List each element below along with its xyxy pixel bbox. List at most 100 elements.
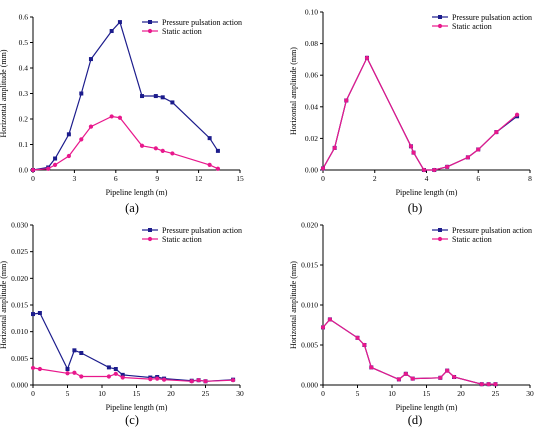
data-point-static <box>120 375 125 380</box>
data-point-static <box>494 129 499 135</box>
data-point-static <box>364 55 370 60</box>
panel-label: (c) <box>125 413 139 427</box>
data-point-pressure <box>79 351 84 355</box>
legend-label-pressure: Pressure pulsation action <box>452 13 532 22</box>
x-tick-label: 6 <box>476 174 480 183</box>
data-point-static <box>479 382 484 387</box>
y-axis-label: Horizontal amplitude (mm) <box>289 47 298 135</box>
x-axis-label: Pipeline length (m) <box>106 188 168 197</box>
data-point-pressure <box>66 132 71 137</box>
panel-label: (b) <box>408 201 423 215</box>
y-tick-label: 0.00 <box>305 166 318 175</box>
data-point-pressure <box>37 311 42 315</box>
data-point-static <box>408 144 414 149</box>
y-tick-label: 0.025 <box>11 247 28 256</box>
data-point-static <box>476 147 481 152</box>
series-line-static <box>32 115 219 171</box>
data-point-static <box>66 153 71 159</box>
legend-label-pressure: Pressure pulsation action <box>162 18 242 27</box>
x-tick-label: 15 <box>423 389 431 398</box>
data-point-static <box>452 374 457 380</box>
x-tick-label: 20 <box>167 389 175 398</box>
y-tick-label: 0.030 <box>11 221 28 230</box>
legend-marker-static <box>147 236 153 242</box>
data-point-static <box>162 377 167 382</box>
data-point-static <box>79 137 84 142</box>
data-point-static <box>438 375 443 380</box>
data-point-static <box>196 378 201 383</box>
data-point-static <box>46 166 51 171</box>
data-point-static <box>445 164 450 169</box>
series-line-static <box>322 56 518 171</box>
data-point-pressure <box>65 367 70 371</box>
series-line-pressure <box>32 312 234 382</box>
x-tick-label: 5 <box>66 389 70 398</box>
data-point-static <box>203 379 208 384</box>
y-tick-label: 0.020 <box>11 274 28 283</box>
series-line-static <box>322 318 496 385</box>
legend-marker-pressure <box>148 228 152 232</box>
x-tick-label: 5 <box>356 389 360 398</box>
data-point-static <box>170 151 175 156</box>
panel-label: (a) <box>125 201 139 215</box>
y-tick-label: 0.1 <box>19 140 29 149</box>
x-tick-label: 20 <box>457 389 465 398</box>
data-point-pressure <box>120 372 125 377</box>
y-axis-label: Horizontal amplitude (mm) <box>0 261 8 349</box>
legend-marker-static <box>147 28 153 34</box>
data-point-static <box>465 155 470 160</box>
data-point-static <box>117 115 123 120</box>
legend-marker-pressure <box>148 20 152 24</box>
data-point-static <box>160 148 165 153</box>
data-point-static <box>65 371 70 376</box>
y-tick-label: 0.015 <box>301 261 318 270</box>
x-tick-label: 10 <box>388 389 396 398</box>
y-tick-label: 0.4 <box>19 64 29 73</box>
data-point-static <box>493 382 498 387</box>
data-point-static <box>79 374 84 379</box>
x-tick-label: 12 <box>195 174 203 183</box>
data-point-static <box>106 374 111 379</box>
data-point-static <box>410 376 415 381</box>
y-tick-label: 0.010 <box>11 327 28 336</box>
y-tick-label: 0.015 <box>11 301 28 310</box>
data-point-static <box>514 112 520 117</box>
x-tick-label: 4 <box>425 174 429 183</box>
data-point-static <box>139 143 145 148</box>
y-tick-label: 0.000 <box>11 381 28 390</box>
data-point-static <box>332 145 337 150</box>
x-tick-label: 0 <box>31 389 35 398</box>
x-tick-label: 0 <box>321 389 325 398</box>
data-point-pressure <box>79 91 84 96</box>
y-tick-label: 0.08 <box>305 39 318 48</box>
y-tick-label: 0.02 <box>305 134 318 143</box>
data-point-static <box>30 167 36 173</box>
y-tick-label: 0.2 <box>19 115 29 124</box>
y-tick-label: 0.005 <box>11 354 28 363</box>
data-point-static <box>37 366 43 372</box>
x-tick-label: 15 <box>236 174 244 183</box>
x-tick-label: 3 <box>73 174 77 183</box>
x-tick-label: 25 <box>492 389 500 398</box>
legend-label-static: Static action <box>162 27 202 36</box>
y-tick-label: 0.010 <box>301 301 318 310</box>
y-tick-label: 0.10 <box>305 8 318 17</box>
x-tick-label: 2 <box>373 174 377 183</box>
y-axis-label: Horizontal amplitude (mm) <box>0 49 8 137</box>
y-tick-label: 0.5 <box>19 38 29 47</box>
x-tick-label: 15 <box>133 389 141 398</box>
chart-panel-3: 0 5 10 15 20 25 30 0.000 0.005 0.010 0.015 0.020 0.0… <box>0 221 244 428</box>
data-point-static <box>30 365 36 371</box>
y-tick-label: 0.6 <box>19 13 29 22</box>
series-line-pressure <box>32 20 219 171</box>
data-point-static <box>189 379 194 384</box>
x-tick-label: 25 <box>202 389 210 398</box>
data-point-pressure <box>31 312 35 317</box>
data-point-static <box>344 98 349 103</box>
x-tick-label: 0 <box>321 174 325 183</box>
data-point-static <box>231 378 236 383</box>
x-tick-label: 30 <box>526 389 534 398</box>
data-point-static <box>207 162 212 167</box>
legend-label-pressure: Pressure pulsation action <box>452 226 532 235</box>
